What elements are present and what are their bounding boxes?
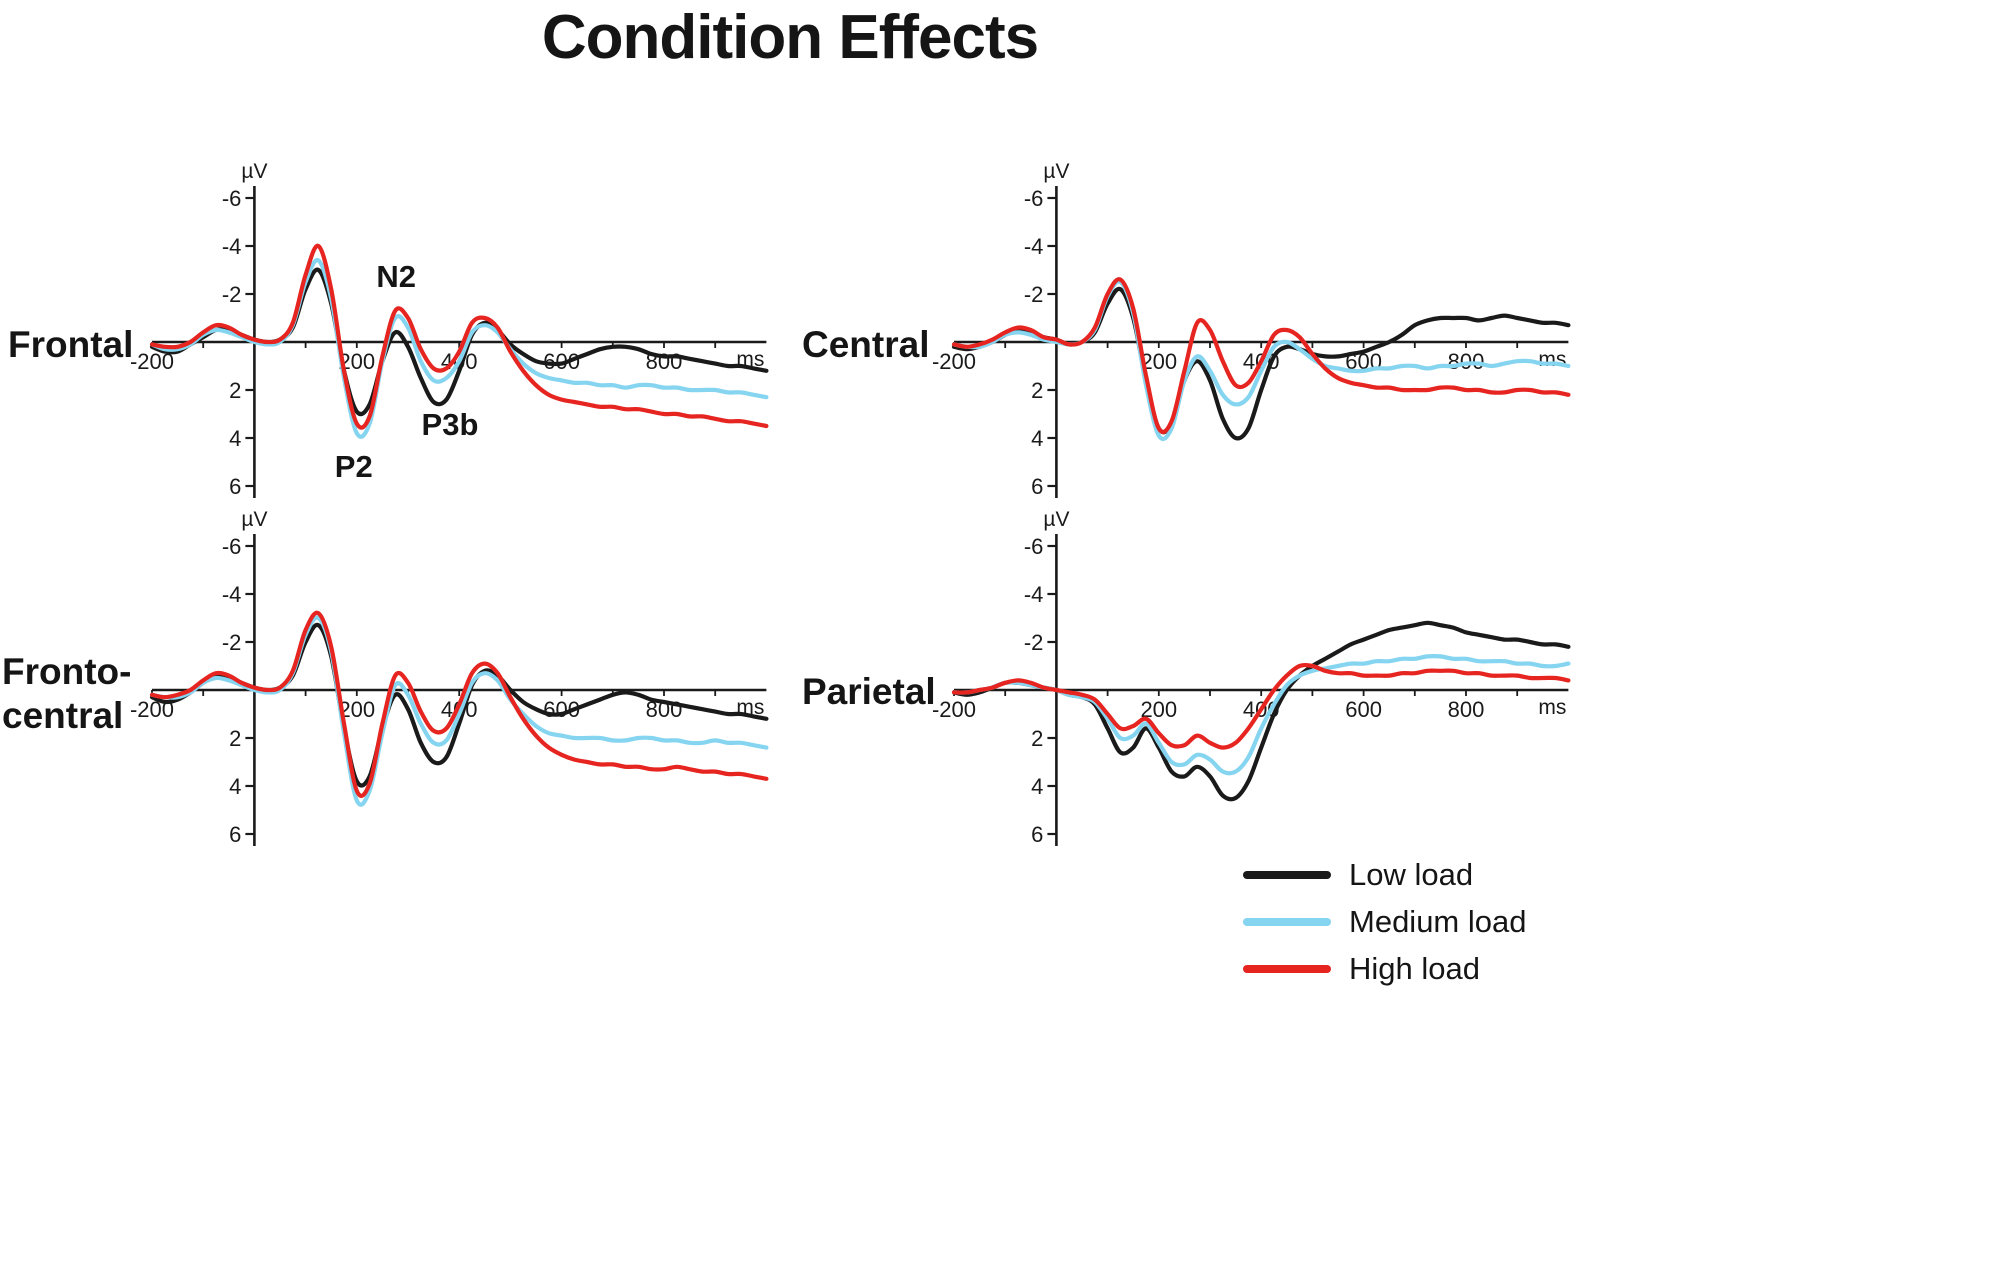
x-tick-label: 600 xyxy=(1345,697,1382,722)
y-tick-label: -6 xyxy=(1024,186,1044,211)
legend-item-low-load: Low load xyxy=(1243,857,1526,893)
annotation-n2: N2 xyxy=(376,259,416,294)
waveform-high-load xyxy=(149,243,769,430)
figure-title: Condition Effects xyxy=(541,3,1039,72)
legend-label-high-load: High load xyxy=(1349,951,1480,986)
annotation-p2: P2 xyxy=(335,449,373,484)
y-tick-label: 6 xyxy=(1031,474,1043,499)
y-tick-label: 2 xyxy=(229,378,241,403)
y-tick-label: -2 xyxy=(222,630,242,655)
y-tick-label: 4 xyxy=(229,774,241,799)
y-tick-label: -4 xyxy=(222,234,242,259)
panel-label-parietal: Parietal xyxy=(802,671,936,712)
panel-label-frontal: Frontal xyxy=(8,324,134,365)
y-tick-label: 6 xyxy=(1031,822,1043,847)
y-tick-label: 2 xyxy=(1031,378,1043,403)
y-unit-label: µV xyxy=(241,160,267,183)
y-tick-label: -6 xyxy=(222,186,242,211)
waveform-medium-load xyxy=(149,257,769,439)
waveform-high-load xyxy=(951,662,1571,750)
y-tick-label: -4 xyxy=(1024,582,1044,607)
legend-swatch-medium-load xyxy=(1243,918,1331,926)
y-tick-label: -2 xyxy=(222,282,242,307)
legend-label-medium-load: Medium load xyxy=(1349,904,1527,939)
y-tick-label: 6 xyxy=(229,822,241,847)
legend-swatch-high-load xyxy=(1243,965,1331,973)
y-tick-label: 2 xyxy=(229,726,241,751)
x-unit-label: ms xyxy=(1538,696,1566,719)
annotation-p3b: P3b xyxy=(422,407,479,442)
y-tick-label: -6 xyxy=(222,534,242,559)
y-tick-label: -2 xyxy=(1024,630,1044,655)
x-start-label: -200 xyxy=(932,349,976,374)
y-unit-label: µV xyxy=(1043,160,1069,183)
x-tick-label: 800 xyxy=(1448,697,1485,722)
y-tick-label: 4 xyxy=(1031,426,1043,451)
panel-label-central: Central xyxy=(802,324,930,365)
legend-swatch-low-load xyxy=(1243,871,1331,879)
y-tick-label: -2 xyxy=(1024,282,1044,307)
legend-item-high-load: High load xyxy=(1243,951,1526,987)
waveform-high-load xyxy=(951,277,1571,435)
panel-label-fronto-central: Fronto- central xyxy=(2,651,132,736)
y-tick-label: 6 xyxy=(229,474,241,499)
y-tick-label: 2 xyxy=(1031,726,1043,751)
x-unit-label: ms xyxy=(1538,348,1566,371)
y-tick-label: -6 xyxy=(1024,534,1044,559)
waveform-medium-load xyxy=(149,615,769,807)
y-tick-label: -4 xyxy=(1024,234,1044,259)
y-tick-label: -4 xyxy=(222,582,242,607)
legend-label-low-load: Low load xyxy=(1349,857,1474,892)
waveform-high-load xyxy=(149,610,769,798)
waveform-medium-load xyxy=(951,279,1571,442)
x-start-label: -200 xyxy=(932,697,976,722)
y-unit-label: µV xyxy=(241,508,267,531)
y-tick-label: 4 xyxy=(229,426,241,451)
legend: Low load Medium load High load xyxy=(1243,857,1526,987)
y-unit-label: µV xyxy=(1043,508,1069,531)
y-tick-label: 4 xyxy=(1031,774,1043,799)
legend-item-medium-load: Medium load xyxy=(1243,904,1526,940)
